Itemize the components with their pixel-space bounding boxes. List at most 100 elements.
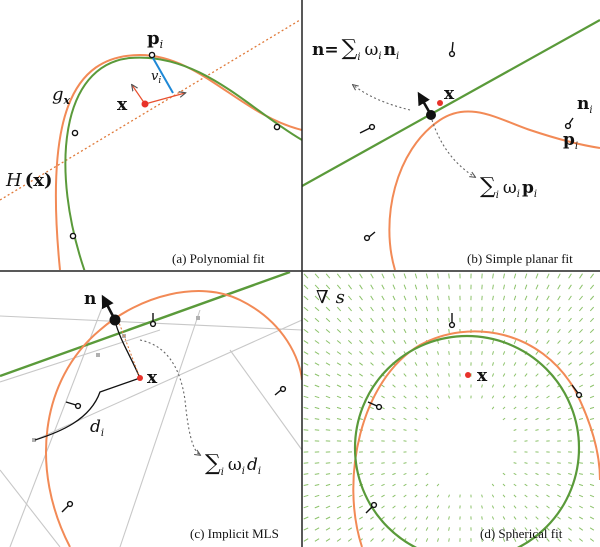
gradient-tick (392, 395, 396, 399)
gradient-tick (392, 373, 396, 377)
gradient-tick (392, 494, 396, 498)
gradient-tick (381, 284, 385, 290)
gradient-tick (403, 306, 407, 312)
gradient-tick (303, 384, 309, 388)
gradient-tick (579, 273, 583, 279)
gradient-tick (414, 395, 418, 399)
gradient-tick (492, 284, 494, 290)
gradient-tick (579, 328, 583, 334)
gradient-tick (303, 538, 309, 542)
gradient-tick (414, 406, 418, 410)
gradient-tick (513, 406, 517, 410)
gradient-tick (557, 362, 561, 366)
gradient-tick (503, 284, 505, 290)
eq-point: ∑i ωi pi (480, 174, 537, 201)
gradient-tick (414, 339, 418, 345)
gradient-tick (481, 527, 483, 531)
g-label: gx (52, 84, 71, 107)
gradient-tick (535, 516, 539, 520)
gradient-tick (589, 494, 595, 498)
gradient-tick (325, 306, 331, 312)
gradient-tick (546, 362, 550, 366)
ni-label: ni (577, 94, 593, 116)
gradient-tick (578, 538, 584, 542)
query-point (437, 100, 443, 106)
gradient-tick (491, 494, 495, 498)
gradient-tick (370, 295, 374, 301)
gradient-tick (557, 395, 561, 399)
gradient-tick (557, 351, 561, 355)
gradient-tick (358, 505, 364, 509)
gradient-tick (557, 406, 561, 410)
sample-normals (359, 41, 574, 242)
gradient-tick (491, 483, 495, 487)
gradient-tick (579, 295, 583, 301)
gradient-tick (524, 362, 528, 366)
gradient-tick (568, 273, 572, 279)
gradient-tick (492, 273, 494, 279)
gradient-tick (535, 472, 539, 476)
gradient-tick (535, 373, 539, 377)
gradient-tick (448, 362, 450, 366)
gradient-tick (436, 505, 440, 509)
gradient-tick (303, 494, 309, 498)
gradient-tick (524, 483, 528, 487)
gradient-tick (370, 328, 374, 334)
gradient-tick (448, 351, 450, 355)
gradient-tick (359, 317, 363, 323)
gradient-tick (535, 284, 539, 290)
gradient-tick (414, 417, 418, 421)
gradient-tick (535, 273, 539, 279)
gradient-tick (492, 538, 494, 542)
gradient-tick (414, 429, 418, 431)
gradient-tick (314, 284, 320, 290)
gradient-tick (524, 429, 528, 431)
gradient-tick (403, 317, 407, 323)
gradient-tick (414, 351, 418, 355)
gradient-tick (502, 472, 506, 476)
gradient-tick (535, 306, 539, 312)
gradient-tick (414, 328, 418, 334)
gradient-tick (403, 494, 407, 498)
gradient-tick (513, 429, 517, 431)
gradient-tick (392, 284, 396, 290)
gradient-tick (325, 273, 331, 279)
gradient-tick (481, 538, 483, 542)
gradient-tick (314, 384, 320, 388)
gradient-tick (513, 328, 517, 334)
eq-distance: ∑i ωi di (205, 451, 261, 478)
gradient-tick (303, 284, 309, 290)
gradient-tick (502, 483, 506, 487)
gradient-tick (535, 340, 539, 344)
gradient-tick (325, 329, 331, 333)
query-point (465, 372, 471, 378)
gradient-tick (325, 418, 331, 420)
gradient-tick (314, 484, 320, 486)
gradient-tick (568, 328, 572, 334)
gradient-tick (381, 473, 385, 475)
gradient-tick (568, 505, 572, 509)
gradient-tick (513, 317, 517, 323)
gradient-tick (403, 340, 407, 344)
v-label: vi (151, 69, 161, 86)
gradient-tick (414, 284, 418, 290)
gradient-tick (403, 284, 407, 290)
gradient-tick (568, 284, 572, 290)
gradient-tick (425, 406, 429, 410)
gradient-tick (524, 472, 528, 476)
gradient-tick (392, 351, 396, 355)
gradient-tick (425, 351, 429, 355)
gradient-tick (358, 473, 364, 475)
dotted-arrow-d (139, 339, 200, 455)
gradient-tick (392, 295, 396, 301)
gradient-tick (448, 328, 450, 334)
gradient-tick (392, 527, 396, 531)
gradient-tick (568, 351, 572, 355)
gradient-tick (578, 351, 584, 355)
gradient-tick (437, 306, 439, 312)
gradient-tick (557, 306, 561, 312)
gradient-tick (348, 273, 352, 279)
gradient-tick (414, 538, 418, 542)
gradient-tick (491, 373, 495, 377)
gradient-tick (502, 527, 506, 531)
